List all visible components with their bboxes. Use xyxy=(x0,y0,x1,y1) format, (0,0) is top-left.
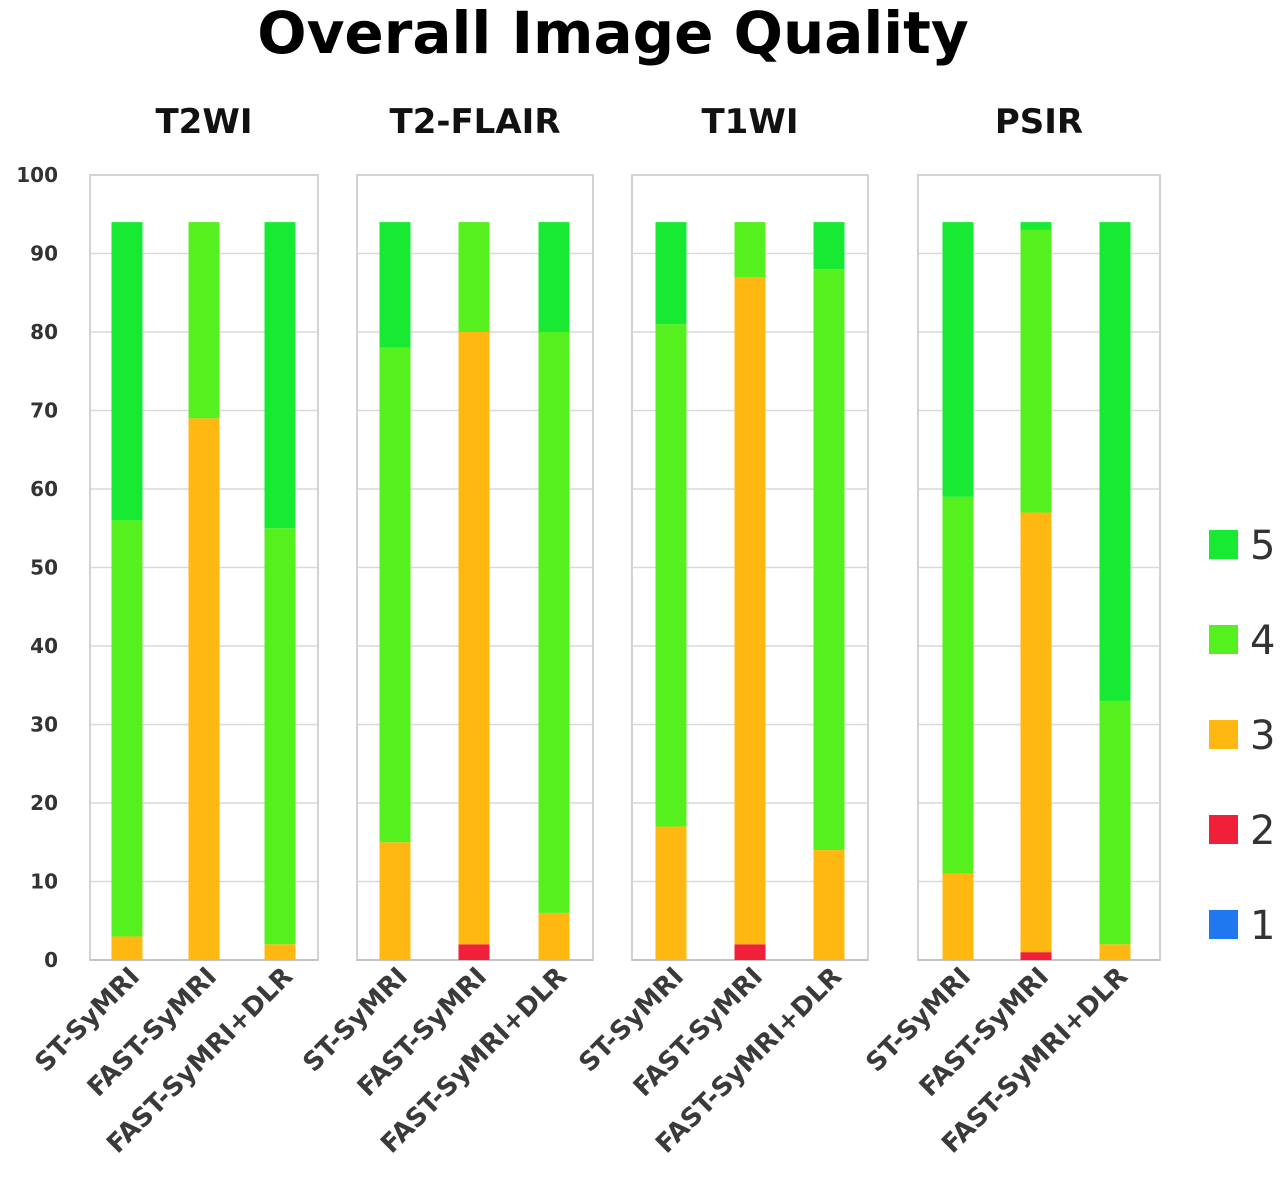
legend-swatch xyxy=(1209,720,1238,749)
bar-segment xyxy=(655,222,687,325)
panel-title: T2-FLAIR xyxy=(390,102,561,142)
bar-segment xyxy=(1099,222,1131,701)
bar-segment xyxy=(942,873,974,960)
bar-segment xyxy=(734,944,766,960)
bar-segment xyxy=(379,222,411,348)
bar-segment xyxy=(458,944,490,960)
legend-label: 1 xyxy=(1250,903,1275,949)
bar-segment xyxy=(1099,944,1131,960)
bar-segment xyxy=(1020,512,1052,953)
bar-segment xyxy=(813,269,845,851)
bar-segment xyxy=(1099,700,1131,945)
y-tick-label: 100 xyxy=(16,163,58,187)
y-tick-label: 10 xyxy=(30,870,58,894)
bar-segment xyxy=(111,936,143,960)
bar-segment xyxy=(1020,952,1052,960)
bar-segment xyxy=(188,222,220,419)
legend-swatch xyxy=(1209,530,1238,559)
bar-segment xyxy=(379,842,411,960)
bar-segment xyxy=(734,222,766,278)
bar-segment xyxy=(538,222,570,332)
legend-swatch xyxy=(1209,625,1238,654)
legend-label: 3 xyxy=(1250,713,1275,759)
bar-segment xyxy=(538,912,570,960)
bar-segment xyxy=(942,496,974,874)
y-tick-label: 50 xyxy=(30,556,58,580)
legend-label: 2 xyxy=(1250,808,1275,854)
bar-segment xyxy=(813,850,845,960)
y-tick-label: 60 xyxy=(30,477,58,501)
bar-segment xyxy=(1020,222,1052,230)
bar-segment xyxy=(111,222,143,521)
bar-segment xyxy=(734,277,766,945)
bar-segment xyxy=(264,528,296,945)
legend-swatch xyxy=(1209,910,1238,939)
panel-title: T1WI xyxy=(701,102,798,142)
y-tick-label: 70 xyxy=(30,399,58,423)
bar-segment xyxy=(111,520,143,937)
bar-segment xyxy=(379,347,411,843)
y-tick-label: 20 xyxy=(30,791,58,815)
bar-segment xyxy=(264,944,296,960)
bar-segment xyxy=(264,222,296,529)
bar-segment xyxy=(655,826,687,960)
panel-title: PSIR xyxy=(995,102,1083,142)
legend-swatch xyxy=(1209,815,1238,844)
bar-segment xyxy=(942,222,974,497)
y-tick-label: 40 xyxy=(30,634,58,658)
y-tick-label: 80 xyxy=(30,320,58,344)
y-tick-label: 90 xyxy=(30,242,58,266)
bar-segment xyxy=(458,222,490,332)
panel-title: T2WI xyxy=(155,102,252,142)
legend-label: 5 xyxy=(1250,523,1275,569)
bar-segment xyxy=(813,222,845,270)
bar-segment xyxy=(188,418,220,961)
bar-segment xyxy=(538,332,570,913)
y-tick-label: 30 xyxy=(30,713,58,737)
chart-title: Overall Image Quality xyxy=(257,0,969,67)
y-tick-label: 0 xyxy=(44,948,58,972)
bar-segment xyxy=(655,324,687,827)
legend-label: 4 xyxy=(1250,618,1275,664)
bar-segment xyxy=(458,332,490,945)
bar-segment xyxy=(1020,229,1052,513)
